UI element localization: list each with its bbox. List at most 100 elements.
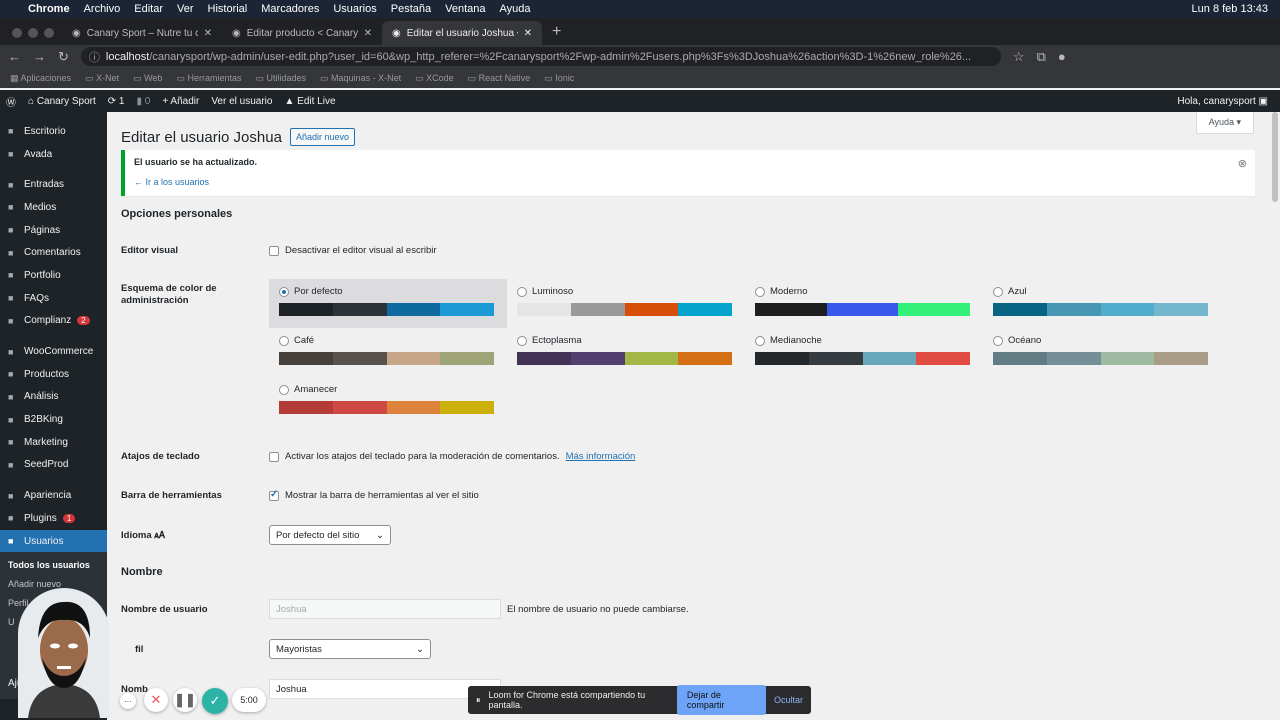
account-link[interactable]: Hola, canarysport ▣	[1177, 95, 1268, 107]
browser-tab-active[interactable]: ◉Editar el usuario Joshua < Canary✕	[382, 21, 542, 45]
scheme-radio[interactable]	[993, 286, 1003, 297]
window-controls[interactable]	[12, 28, 54, 38]
submenu-item[interactable]: Perfil	[8, 598, 29, 609]
scheme-radio[interactable]	[755, 286, 765, 297]
color-scheme-option[interactable]: Azul	[983, 279, 1221, 328]
drag-handle-icon[interactable]: ⏸	[476, 694, 481, 705]
page-scrollbar[interactable]	[1272, 112, 1278, 202]
submenu-item[interactable]: Añadir nuevo	[8, 579, 62, 590]
dismiss-icon[interactable]: ⊗	[1237, 158, 1247, 170]
hide-button[interactable]: Ocultar	[773, 695, 803, 705]
site-link[interactable]: ⌂ Canary Sport	[28, 95, 96, 107]
color-scheme-option[interactable]: Café	[269, 328, 507, 377]
sidebar-item-usuarios[interactable]: ■ Usuarios	[0, 529, 107, 553]
bookmark-item[interactable]: ▭ React Native	[468, 73, 531, 84]
scheme-radio[interactable]	[517, 335, 527, 346]
url-input[interactable]: ⓘ localhost/canarysport/wp-admin/user-edi…	[80, 47, 1001, 66]
scheme-radio[interactable]	[279, 384, 289, 395]
sidebar-item-medios[interactable]: ■ Medios	[0, 196, 107, 219]
color-scheme-option[interactable]: Medianoche	[745, 328, 983, 377]
sidebar-item-páginas[interactable]: ■ Páginas	[0, 219, 107, 242]
color-scheme-option[interactable]: Amanecer	[269, 377, 507, 426]
back-icon[interactable]: ←	[8, 49, 21, 64]
first-name-input[interactable]: Joshua	[269, 679, 501, 699]
menu-9[interactable]: Ayuda	[499, 3, 531, 15]
scheme-radio[interactable]	[279, 335, 289, 346]
wordpress-logo-icon[interactable]: Ⓦ	[6, 97, 16, 109]
color-scheme-option[interactable]: Océano	[983, 328, 1221, 377]
forward-icon[interactable]: →	[33, 49, 46, 64]
bookmark-star-icon[interactable]: ☆	[1012, 48, 1025, 64]
menu-1[interactable]: Archivo	[83, 3, 121, 15]
reload-icon[interactable]: ↻	[58, 48, 69, 64]
bookmark-item[interactable]: ▭ Web	[133, 73, 162, 84]
browser-tab[interactable]: ◉Canary Sport – Nutre tu cuerpo✕	[72, 27, 212, 39]
bookmark-item[interactable]: ▭ X-Net	[85, 73, 119, 84]
more-info-link[interactable]: Más información	[565, 451, 636, 462]
extensions-icon[interactable]: ⧉	[1036, 48, 1046, 64]
menu-8[interactable]: Ventana	[445, 3, 486, 15]
loom-finish-button[interactable]: ✓	[202, 688, 228, 714]
loom-cancel-button[interactable]: ✕	[144, 688, 168, 712]
submenu-item[interactable]: U	[8, 617, 15, 628]
menu-3[interactable]: Ver	[177, 3, 194, 15]
stop-sharing-button[interactable]: Dejar de compartir	[676, 685, 766, 715]
menu-7[interactable]: Pestaña	[390, 3, 432, 15]
role-select[interactable]: Mayoristas ⌄	[269, 639, 431, 659]
edit-live-link[interactable]: ▲ Edit Live	[284, 95, 336, 107]
sidebar-item-marketing[interactable]: ■ Marketing	[0, 431, 107, 454]
color-scheme-option[interactable]: Por defecto	[269, 279, 507, 328]
bookmark-item[interactable]: ▭ Ionic	[544, 73, 574, 84]
toolbar-checkbox[interactable]	[269, 489, 279, 501]
scheme-radio[interactable]	[517, 286, 527, 297]
close-tab-icon[interactable]: ✕	[203, 27, 212, 39]
loom-camera-bubble[interactable]	[18, 588, 110, 718]
profile-avatar[interactable]: ●	[1057, 49, 1066, 64]
add-new-button[interactable]: Añadir nuevo	[289, 128, 355, 146]
color-scheme-option[interactable]: Ectoplasma	[507, 328, 745, 377]
sidebar-item-avada[interactable]: ■ Avada	[0, 143, 107, 166]
menu-2[interactable]: Editar	[134, 3, 163, 15]
back-to-users-link[interactable]: ← Ir a los usuarios	[134, 177, 210, 187]
scheme-radio[interactable]	[279, 286, 289, 297]
add-new-link[interactable]: + Añadir	[162, 95, 200, 107]
sidebar-item-settings[interactable]: Ajus	[0, 672, 107, 695]
comments-link[interactable]: ▮ 0	[136, 95, 151, 107]
close-tab-icon[interactable]: ✕	[523, 27, 532, 39]
sidebar-item-análisis[interactable]: ■ Análisis	[0, 386, 107, 409]
scheme-radio[interactable]	[993, 335, 1003, 346]
view-user-link[interactable]: Ver el usuario	[211, 95, 273, 107]
sidebar-item-portfolio[interactable]: ■ Portfolio	[0, 264, 107, 287]
sidebar-item-apariencia[interactable]: ■ Apariencia	[0, 484, 107, 507]
updates-link[interactable]: ⟳ 1	[107, 95, 125, 107]
sidebar-item-complianz[interactable]: ■ Complianz 2	[0, 310, 107, 333]
menu-0[interactable]: Chrome	[28, 3, 70, 15]
sidebar-item-b2bking[interactable]: ■ B2BKing	[0, 408, 107, 431]
bookmark-item[interactable]: ▭ Utilidades	[255, 73, 306, 84]
bookmark-item[interactable]: ▭ Maquinas - X-Net	[320, 73, 401, 84]
visual-editor-checkbox[interactable]	[269, 245, 279, 256]
browser-tab[interactable]: ◉Editar producto < Canary Sport✕	[232, 27, 372, 39]
new-tab-icon[interactable]: +	[552, 23, 562, 40]
scheme-radio[interactable]	[755, 335, 765, 346]
sidebar-item-faqs[interactable]: ■ FAQs	[0, 287, 107, 310]
color-scheme-option[interactable]: Luminoso	[507, 279, 745, 328]
submenu-item[interactable]: Todos los usuarios	[8, 560, 90, 571]
bookmark-item[interactable]: ▭ XCode	[415, 73, 454, 84]
sidebar-item-woocommerce[interactable]: ■ WooCommerce	[0, 340, 107, 363]
bookmark-item[interactable]: ▭ Herramientas	[176, 73, 241, 84]
sidebar-item-escritorio[interactable]: ■ Escritorio	[0, 120, 107, 143]
menu-4[interactable]: Historial	[207, 3, 248, 15]
language-select[interactable]: Por defecto del sitio ⌄	[269, 525, 391, 545]
sidebar-item-productos[interactable]: ■ Productos	[0, 363, 107, 386]
bookmark-item[interactable]: ▦ Aplicaciones	[10, 73, 71, 84]
keyboard-shortcuts-checkbox[interactable]	[269, 451, 279, 462]
menu-5[interactable]: Marcadores	[261, 3, 320, 15]
sidebar-item-plugins[interactable]: ■ Plugins 1	[0, 507, 107, 530]
close-tab-icon[interactable]: ✕	[363, 27, 372, 39]
sidebar-item-entradas[interactable]: ■ Entradas	[0, 173, 107, 196]
loom-pause-button[interactable]: ❚❚	[173, 688, 197, 712]
sidebar-item-comentarios[interactable]: ■ Comentarios	[0, 241, 107, 264]
help-tab-button[interactable]: Ayuda ▾	[1195, 112, 1254, 134]
menu-6[interactable]: Usuarios	[333, 3, 377, 15]
